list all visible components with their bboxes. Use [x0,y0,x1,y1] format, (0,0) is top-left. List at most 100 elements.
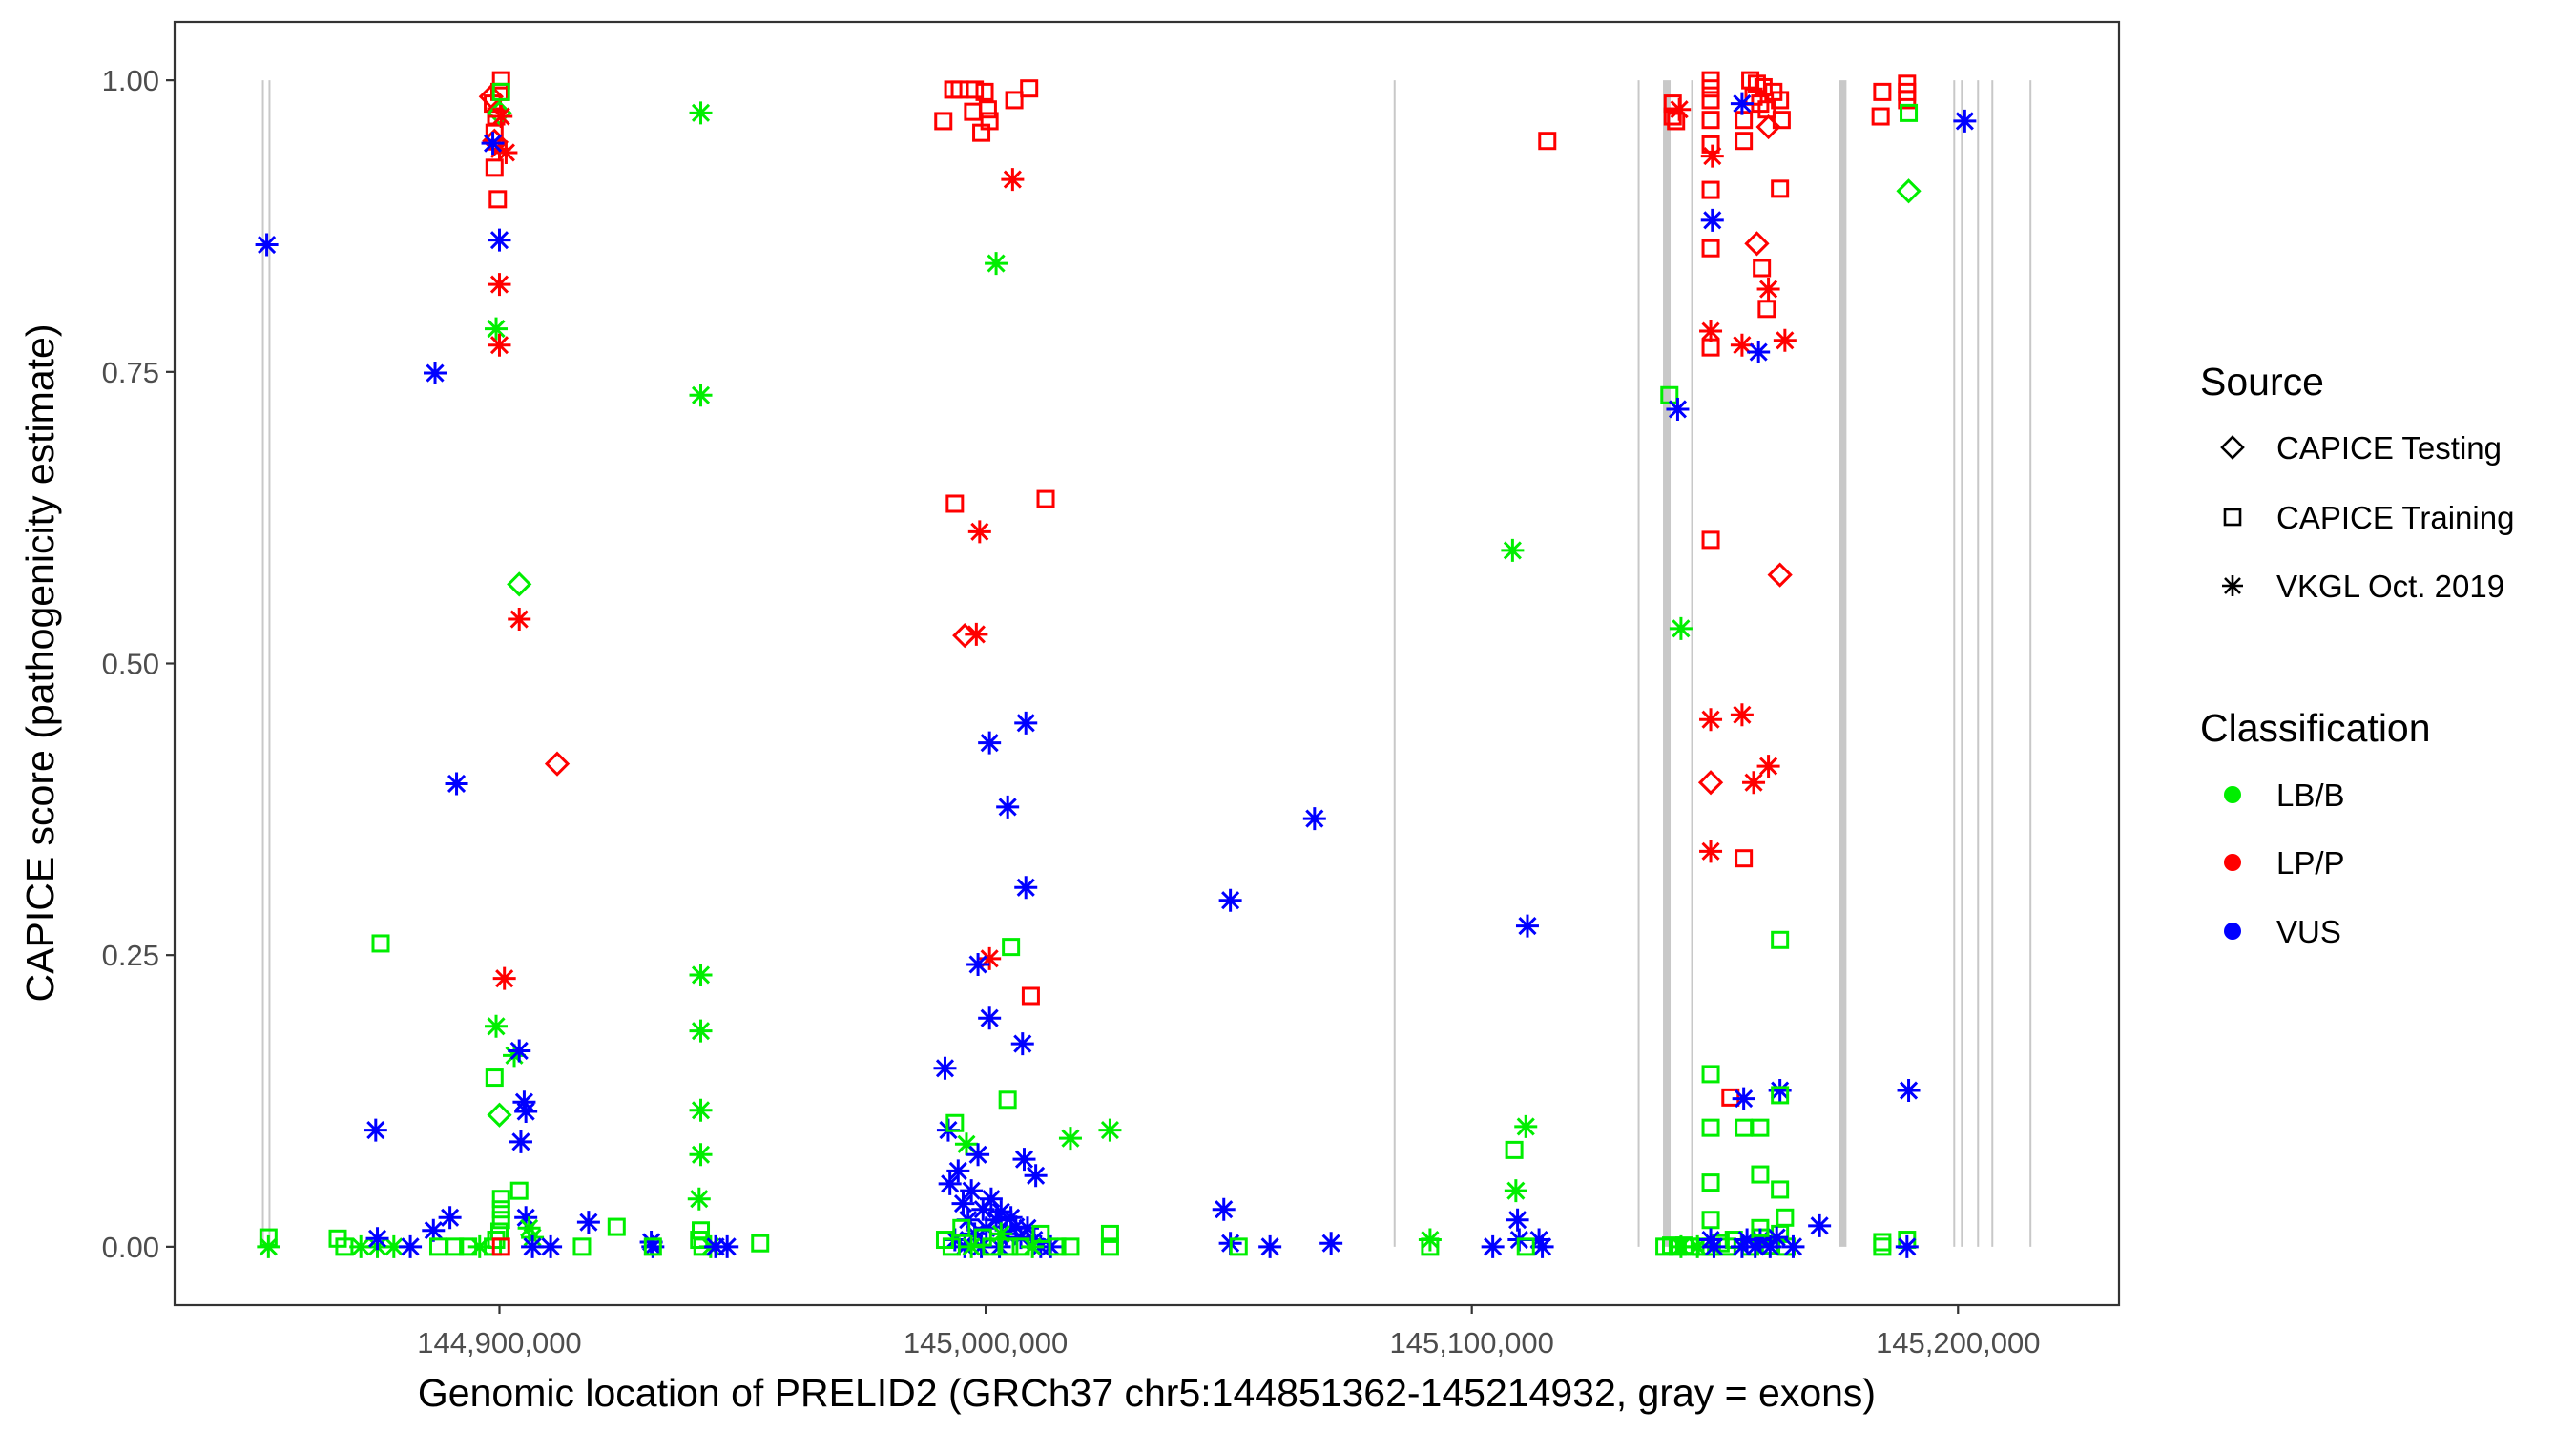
point-asterisk-vus [985,1208,1008,1232]
point-square-lpp [978,100,997,119]
point-asterisk-lbb [954,1132,978,1156]
point-asterisk-vus [1258,1234,1282,1258]
point-asterisk-vus [974,1216,998,1240]
point-square-lpp [1871,107,1890,126]
point-square-lbb [1751,1218,1770,1237]
point-asterisk-lbb [1501,538,1525,562]
point-asterisk-vus [576,1211,600,1234]
point-square-lpp [934,112,953,131]
point-asterisk-vus [1015,1216,1039,1240]
point-asterisk-vus [1748,1228,1772,1252]
point-asterisk-lpp [1730,703,1754,727]
y-axis-title: CAPICE score (pathogenicity estimate) [18,324,62,1003]
point-square-lbb [982,1237,1001,1256]
point-asterisk-vus [966,1143,990,1167]
point-square-lbb [1000,1237,1019,1256]
point-asterisk-vus [989,1200,1013,1224]
x-axis-title: Genomic location of PRELID2 (GRCh37 chr5… [418,1371,1876,1415]
point-asterisk-vus [438,1206,462,1230]
point-square-lpp [1538,132,1557,151]
point-square-lbb [1751,1165,1770,1184]
point-asterisk-vus [933,1056,957,1080]
point-asterisk-vus [508,1039,531,1063]
data-points [255,71,1977,1258]
point-asterisk-lbb [1669,616,1693,640]
point-asterisk-lpp [1756,755,1780,778]
point-square-lpp [488,190,508,209]
point-asterisk-vus [1699,1228,1723,1252]
point-asterisk-lbb [689,101,713,125]
legend-label: LB/B [2276,778,2345,813]
point-square-lbb [491,1190,510,1209]
point-square-lpp [1771,179,1790,198]
point-square-lpp [1771,91,1790,110]
point-asterisk-vus [1732,1087,1755,1110]
point-square-lbb [1505,1140,1524,1159]
point-square-lbb [572,1237,592,1256]
point-asterisk-vus [960,1179,984,1203]
point-asterisk-vus [1506,1208,1529,1232]
point-asterisk-vus [1768,1079,1792,1103]
diamond-icon [2220,435,2245,460]
square-icon [2223,508,2242,527]
point-asterisk-lbb [1058,1127,1082,1151]
point-asterisk-lbb [1504,1179,1527,1203]
point-asterisk-vus [996,795,1020,819]
point-square-lpp [1757,300,1776,319]
point-square-lpp [485,158,504,177]
point-asterisk-lbb [485,317,509,341]
point-asterisk-vus [481,132,505,156]
point-square-lbb [1751,1118,1770,1137]
point-asterisk-vus [1953,109,1977,133]
point-square-lbb [1516,1237,1535,1256]
point-square-lbb [643,1237,662,1256]
point-asterisk-vus [514,1100,538,1124]
point-asterisk-lbb [1418,1228,1442,1252]
point-asterisk-lbb [689,384,713,407]
point-square-lbb [1229,1237,1248,1256]
point-diamond-lbb [487,1102,512,1128]
point-asterisk-lpp [1699,840,1723,863]
point-asterisk-vus [978,731,1002,755]
point-square-lbb [751,1234,770,1253]
green-dot-icon [2224,786,2241,803]
point-asterisk-lbb [382,1234,405,1258]
legend-item-vus: VUS [2224,914,2341,949]
point-square-lbb [1100,1237,1119,1256]
point-square-lbb [1061,1237,1080,1256]
point-square-lpp [1020,79,1039,98]
point-square-lpp [1036,489,1055,508]
point-asterisk-vus [1014,876,1038,900]
point-square-lpp [1701,111,1720,130]
legend-label: VKGL Oct. 2019 [2276,569,2504,604]
point-square-lbb [485,1068,504,1088]
point-square-lbb [491,1211,510,1230]
point-square-lpp [491,1237,510,1256]
point-diamond-lpp [1755,114,1781,140]
point-square-lpp [1873,82,1892,101]
point-asterisk-vus [445,772,468,796]
x-tick-label: 145,100,000 [1389,1326,1553,1359]
point-asterisk-lbb [349,1234,373,1258]
point-square-lbb [1771,1086,1790,1105]
point-asterisk-lpp [488,333,511,357]
point-asterisk-vus [1319,1232,1343,1255]
red-dot-icon [2224,854,2241,871]
point-asterisk-vus [1302,807,1326,831]
point-asterisk-vus [514,1206,538,1230]
point-asterisk-vus [938,1172,962,1195]
point-asterisk-lpp [1700,144,1724,168]
point-diamond-lpp [1767,562,1793,588]
x-axis: 144,900,000 145,000,000 145,100,000 145,200… [417,1305,2040,1359]
y-tick-label: 0.25 [102,939,159,972]
point-asterisk-lpp [494,140,518,164]
point-asterisk-vus [978,1006,1002,1030]
x-tick-label: 144,900,000 [417,1326,581,1359]
point-square-lbb [491,82,510,101]
point-square-lbb [945,1113,965,1132]
point-asterisk-lpp [1001,168,1025,192]
point-asterisk-vus [979,1187,1003,1211]
point-square-lbb [1900,103,1919,122]
point-asterisk-vus [1808,1213,1832,1237]
